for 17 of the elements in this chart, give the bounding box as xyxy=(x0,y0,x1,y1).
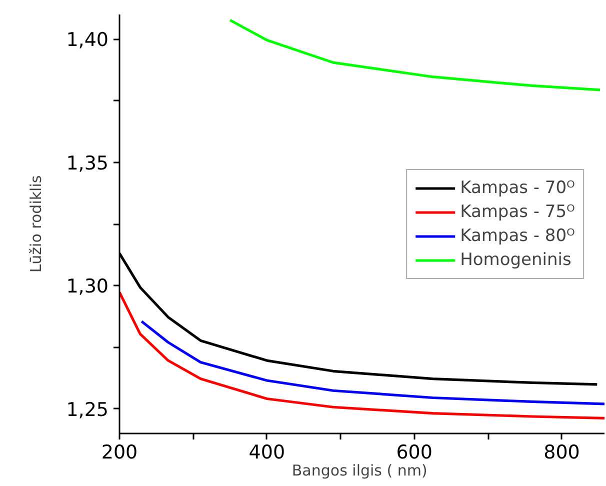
y-tick-label: 1,30 xyxy=(66,276,109,298)
line-series xyxy=(120,290,604,420)
x-tick-label: 200 xyxy=(101,442,138,464)
x-tick-label: 800 xyxy=(544,442,580,464)
legend-label: Kampas - 70ᴼ xyxy=(460,178,575,198)
y-tick-label: 1,40 xyxy=(66,29,109,52)
y-axis-title: Lūžio rodiklis xyxy=(27,175,46,273)
x-tick-label: 600 xyxy=(396,442,432,464)
y-tick-label: 1,35 xyxy=(66,152,109,174)
legend-label: Kampas - 80ᴼ xyxy=(460,226,575,246)
line-series xyxy=(228,18,602,92)
legend-label: Homogeninis xyxy=(460,250,572,270)
line-series xyxy=(140,320,604,406)
y-tick-label: 1,25 xyxy=(66,398,109,421)
x-axis-title: Bangos ilgis ( nm) xyxy=(292,462,428,480)
legend-label: Kampas - 75ᴼ xyxy=(460,202,575,222)
x-tick-label: 400 xyxy=(248,442,286,464)
